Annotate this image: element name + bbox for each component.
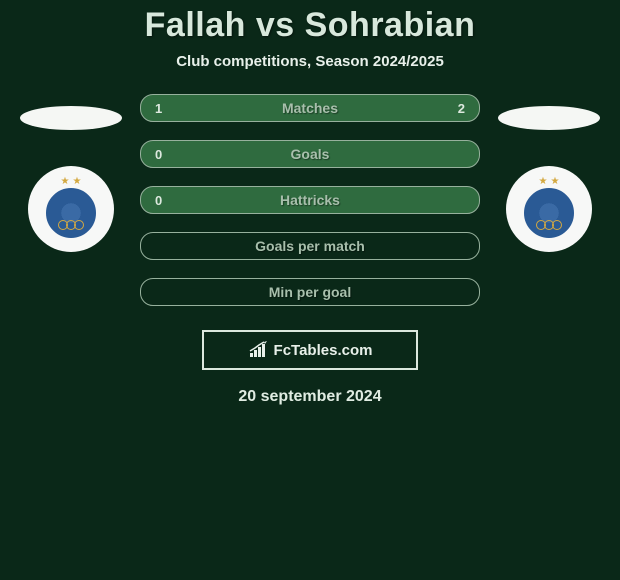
stat-bar-goals: 0 Goals [140,140,480,168]
stat-bar-min-per-goal: Min per goal [140,278,480,306]
ring-icon [74,220,84,230]
stat-label: Hattricks [280,192,340,208]
stat-left-value: 0 [155,147,175,162]
badge-inner [46,188,96,238]
stat-bar-hattricks: 0 Hattricks [140,186,480,214]
star-icon: ★ [61,176,70,187]
page-title: Fallah vs Sohrabian [145,6,476,45]
chart-icon [248,341,270,359]
stats-column: 1 Matches 2 0 Goals 0 Hattricks Goals pe… [140,94,480,306]
star-icon: ★ [539,176,548,187]
stat-label: Goals per match [255,238,365,254]
date-text: 20 september 2024 [238,388,381,406]
right-player-col: ★ ★ [498,94,600,252]
badge-stars: ★ ★ [539,176,560,187]
badge-rings [59,220,83,230]
stats-area: ★ ★ 1 Matches 2 0 Goals [0,94,620,306]
main-container: Fallah vs Sohrabian Club competitions, S… [0,0,620,406]
stat-left-value: 0 [155,193,175,208]
badge-inner [524,188,574,238]
star-icon: ★ [551,176,560,187]
stat-label: Matches [282,100,338,116]
player-marker-left [20,106,122,130]
stat-right-value: 2 [445,101,465,116]
brand-box[interactable]: FcTables.com [202,330,418,370]
left-player-col: ★ ★ [20,94,122,252]
badge-stars: ★ ★ [61,176,82,187]
stat-bar-matches: 1 Matches 2 [140,94,480,122]
badge-rings [537,220,561,230]
brand-text: FcTables.com [274,342,373,359]
stat-label: Goals [291,146,330,162]
star-icon: ★ [73,176,82,187]
stat-bar-goals-per-match: Goals per match [140,232,480,260]
stat-label: Min per goal [269,284,351,300]
stat-left-value: 1 [155,101,175,116]
player-marker-right [498,106,600,130]
page-subtitle: Club competitions, Season 2024/2025 [176,53,444,70]
club-badge-right: ★ ★ [506,166,592,252]
club-badge-left: ★ ★ [28,166,114,252]
ring-icon [552,220,562,230]
